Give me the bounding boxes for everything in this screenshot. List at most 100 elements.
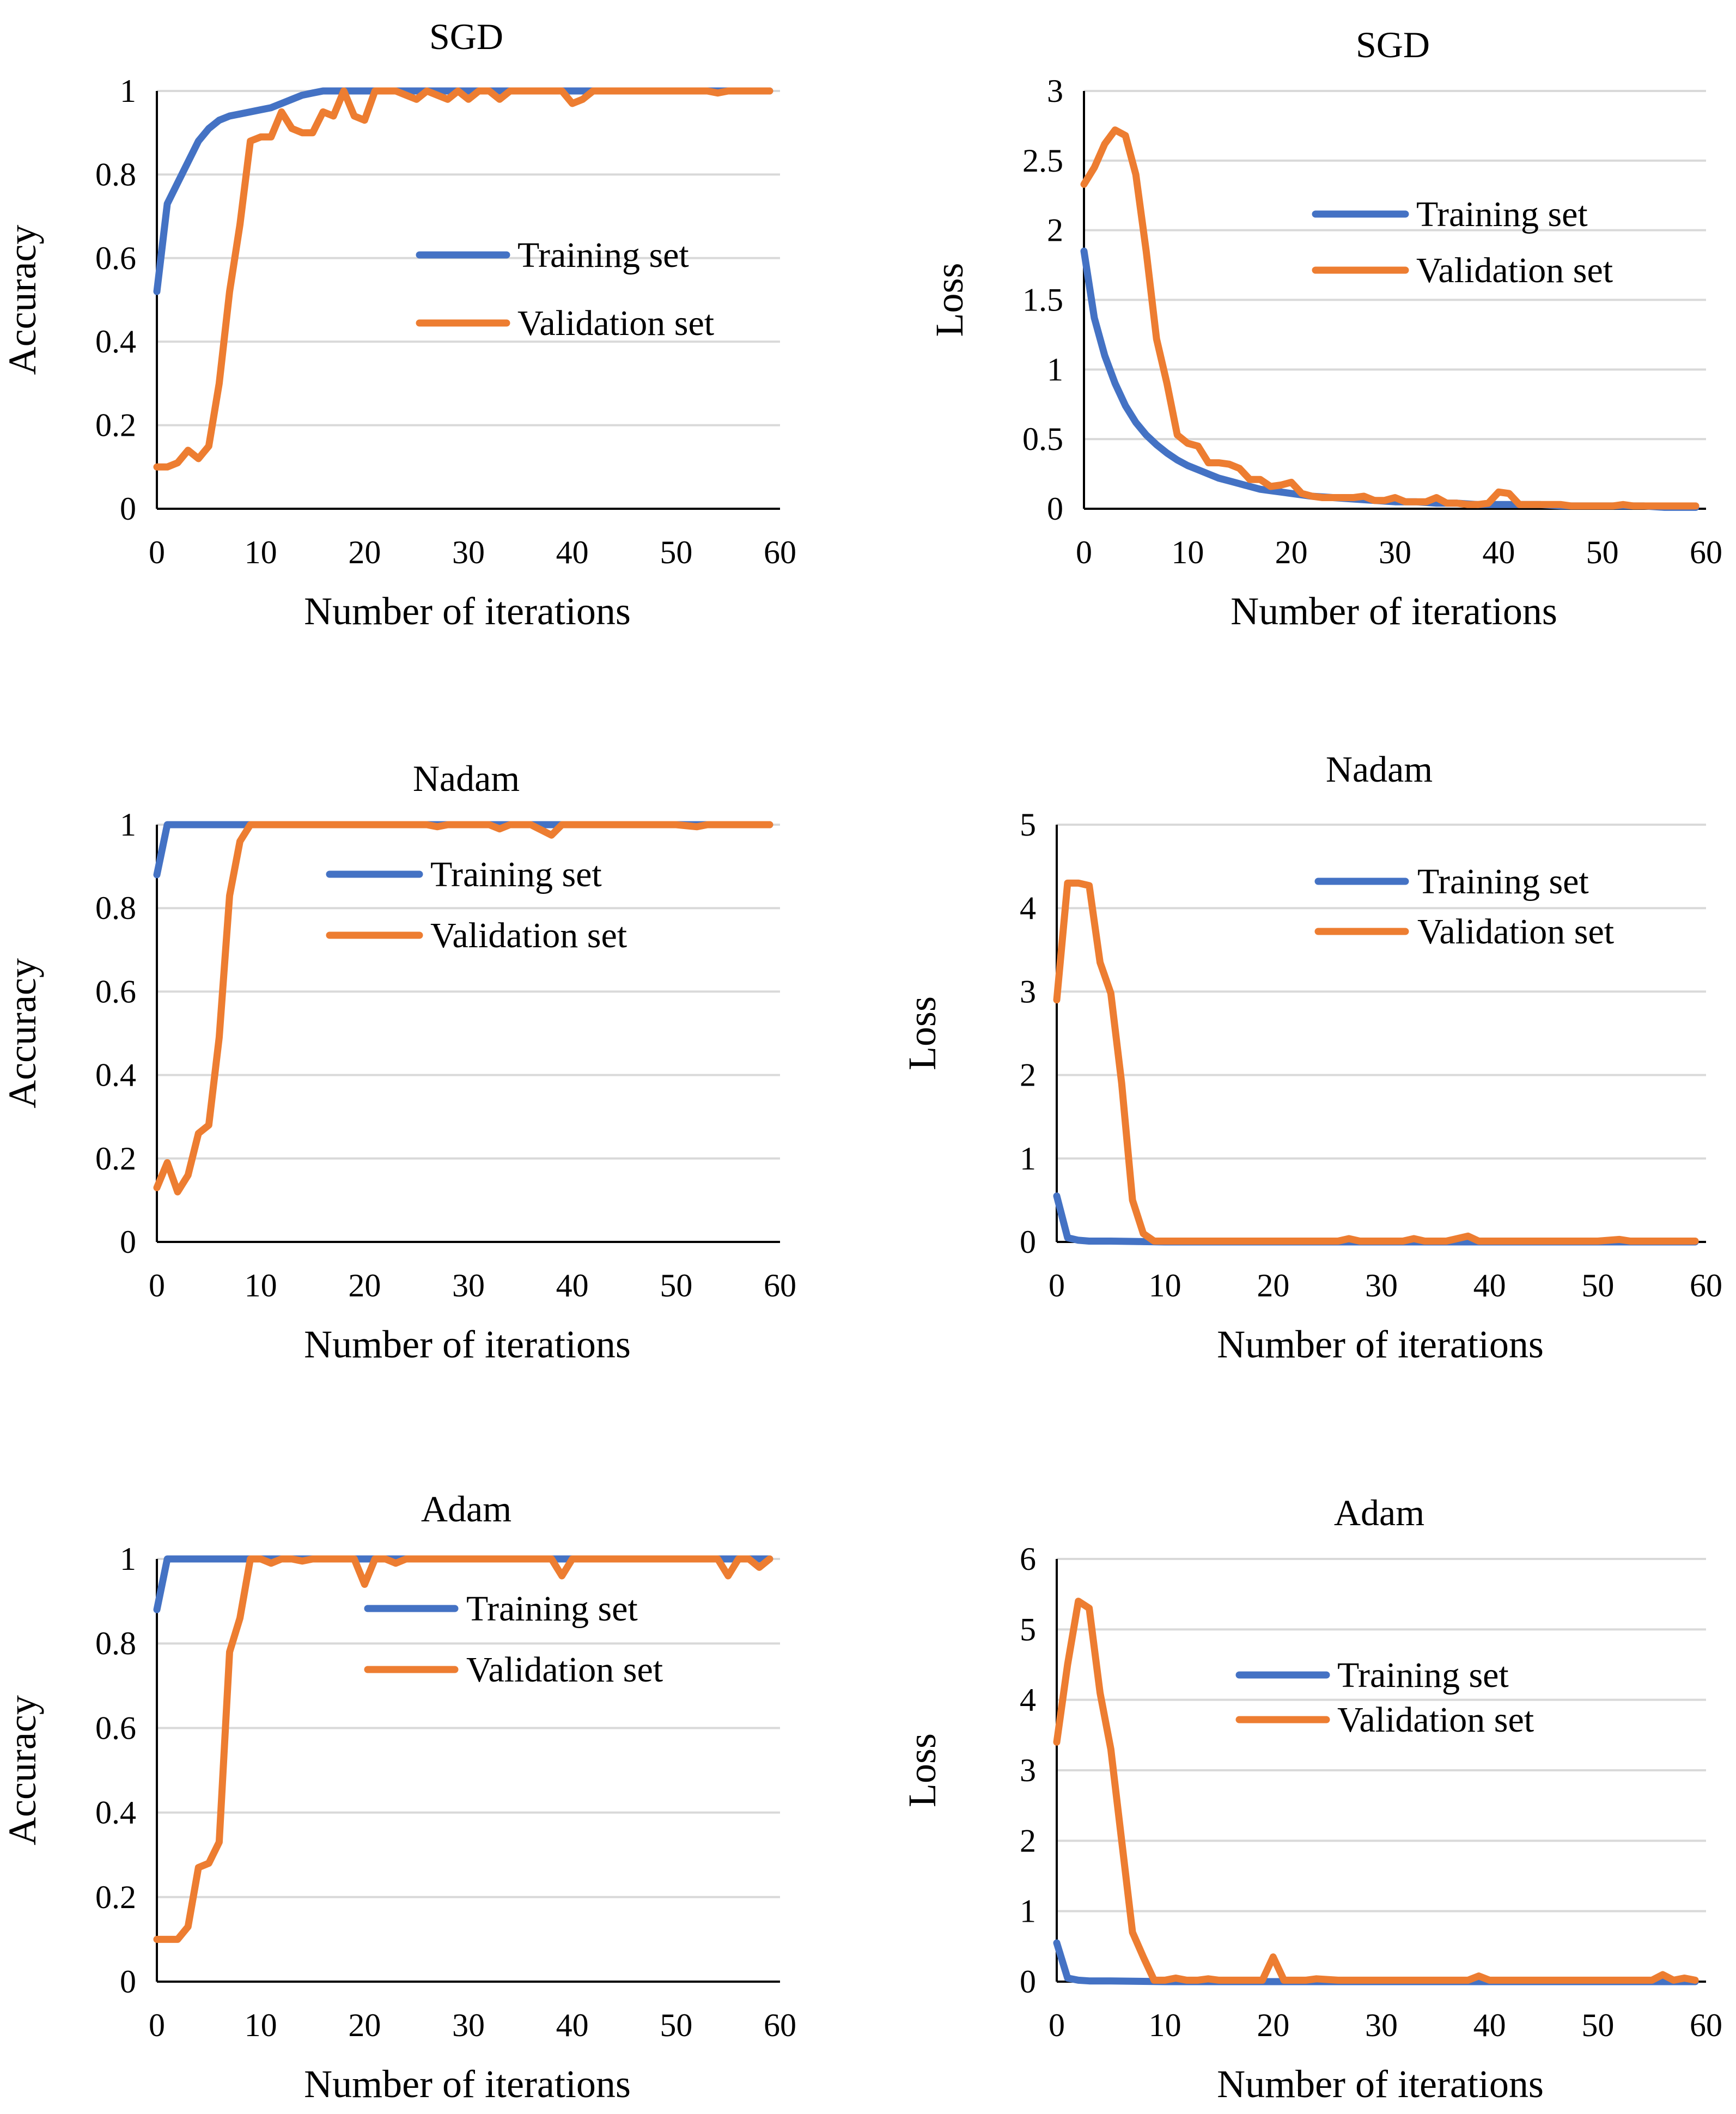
y-tick-label: 0.6 (95, 240, 136, 276)
x-axis-label: Number of iterations (1217, 2062, 1544, 2106)
legend-label: Validation set (517, 303, 714, 343)
validation-set-line (153, 821, 773, 1196)
x-tick-label: 50 (660, 534, 692, 570)
y-tick-label: 0.2 (95, 1141, 136, 1177)
y-tick-label: 0.4 (95, 1795, 136, 1831)
x-tick-label: 50 (1581, 1268, 1614, 1303)
legend-label: Training set (1416, 194, 1588, 234)
legend-label: Training set (1417, 862, 1589, 901)
x-tick-label: 50 (1586, 534, 1619, 570)
y-tick-label: 1 (120, 73, 136, 109)
chart-title: Nadam (413, 758, 520, 799)
x-tick-label: 40 (1482, 534, 1515, 570)
x-tick-label: 40 (556, 534, 589, 570)
x-tick-label: 0 (149, 2007, 165, 2043)
x-tick-label: 20 (1275, 534, 1308, 570)
legend-label: Training set (430, 855, 602, 894)
y-tick-label: 5 (1020, 1611, 1036, 1647)
y-tick-label: 0.8 (95, 156, 136, 192)
x-tick-label: 10 (245, 2007, 277, 2043)
y-tick-label: 2 (1047, 212, 1063, 248)
y-tick-label: 3 (1020, 1752, 1036, 1788)
y-axis-label: Accuracy (1, 1695, 44, 1845)
x-tick-label: 20 (1257, 1268, 1289, 1303)
validation-set-line (1053, 879, 1699, 1245)
x-tick-label: 30 (1365, 2007, 1398, 2043)
y-tick-label: 4 (1020, 890, 1036, 926)
y-axis-label: Accuracy (1, 958, 44, 1108)
legend-label: Training set (1337, 1655, 1509, 1695)
y-tick-label: 3 (1020, 973, 1036, 1009)
x-tick-label: 40 (556, 1268, 589, 1303)
y-tick-label: 2.5 (1022, 143, 1063, 179)
y-tick-label: 0.8 (95, 1625, 136, 1661)
x-tick-label: 60 (764, 2007, 796, 2043)
x-tick-label: 10 (245, 534, 277, 570)
validation-set-line (153, 87, 773, 471)
x-axis-label: Number of iterations (1217, 1323, 1544, 1366)
y-tick-label: 4 (1020, 1682, 1036, 1718)
legend-label: Training set (466, 1589, 638, 1629)
x-tick-label: 20 (348, 1268, 381, 1303)
x-tick-label: 0 (149, 1268, 165, 1303)
x-tick-label: 60 (1690, 2007, 1722, 2043)
y-tick-label: 0 (120, 491, 136, 527)
x-tick-label: 30 (452, 1268, 485, 1303)
legend-label: Validation set (1416, 251, 1613, 290)
validation-set-line (1080, 126, 1700, 510)
x-tick-label: 30 (452, 534, 485, 570)
x-tick-label: 60 (764, 1268, 796, 1303)
chart-title: Adam (1334, 1492, 1424, 1533)
x-tick-label: 0 (1049, 1268, 1065, 1303)
x-axis-label: Number of iterations (304, 2062, 631, 2106)
y-tick-label: 6 (1020, 1541, 1036, 1577)
x-tick-label: 60 (1690, 1268, 1722, 1303)
chart-title: Adam (421, 1488, 511, 1530)
y-tick-label: 0.6 (95, 973, 136, 1009)
legend-label: Validation set (1337, 1700, 1534, 1740)
y-axis-label: Loss (928, 263, 971, 337)
x-tick-label: 40 (1473, 1268, 1506, 1303)
legend-label: Validation set (430, 916, 627, 955)
y-tick-label: 1 (1020, 1141, 1036, 1177)
x-tick-label: 40 (556, 2007, 589, 2043)
y-tick-label: 0.4 (95, 324, 136, 360)
y-tick-label: 0 (1047, 491, 1063, 527)
x-tick-label: 50 (660, 1268, 692, 1303)
x-tick-label: 20 (1257, 2007, 1289, 2043)
x-tick-label: 0 (1076, 534, 1092, 570)
legend-label: Validation set (466, 1650, 663, 1690)
y-tick-label: 2 (1020, 1057, 1036, 1093)
y-axis-label: Loss (900, 1733, 944, 1807)
y-tick-label: 1 (120, 1541, 136, 1577)
x-tick-label: 30 (1379, 534, 1411, 570)
y-tick-label: 0 (120, 1964, 136, 2000)
x-tick-label: 10 (1171, 534, 1204, 570)
chart-title: SGD (429, 16, 503, 57)
y-tick-label: 5 (1020, 807, 1036, 843)
x-tick-label: 0 (149, 534, 165, 570)
y-tick-label: 2 (1020, 1823, 1036, 1859)
x-axis-label: Number of iterations (304, 589, 631, 633)
x-tick-label: 10 (1149, 1268, 1181, 1303)
y-tick-label: 1 (1020, 1893, 1036, 1929)
legend-label: Training set (517, 235, 689, 275)
y-tick-label: 0.2 (95, 407, 136, 443)
y-tick-label: 0.8 (95, 890, 136, 926)
x-tick-label: 20 (348, 2007, 381, 2043)
validation-set-line (1053, 1598, 1699, 1984)
y-tick-label: 0.6 (95, 1710, 136, 1746)
x-tick-label: 40 (1473, 2007, 1506, 2043)
y-tick-label: 0.4 (95, 1057, 136, 1093)
y-tick-label: 1 (1047, 351, 1063, 387)
y-tick-label: 0.5 (1022, 421, 1063, 457)
x-tick-label: 30 (1365, 1268, 1398, 1303)
y-axis-label: Accuracy (1, 225, 44, 375)
x-tick-label: 10 (1149, 2007, 1181, 2043)
